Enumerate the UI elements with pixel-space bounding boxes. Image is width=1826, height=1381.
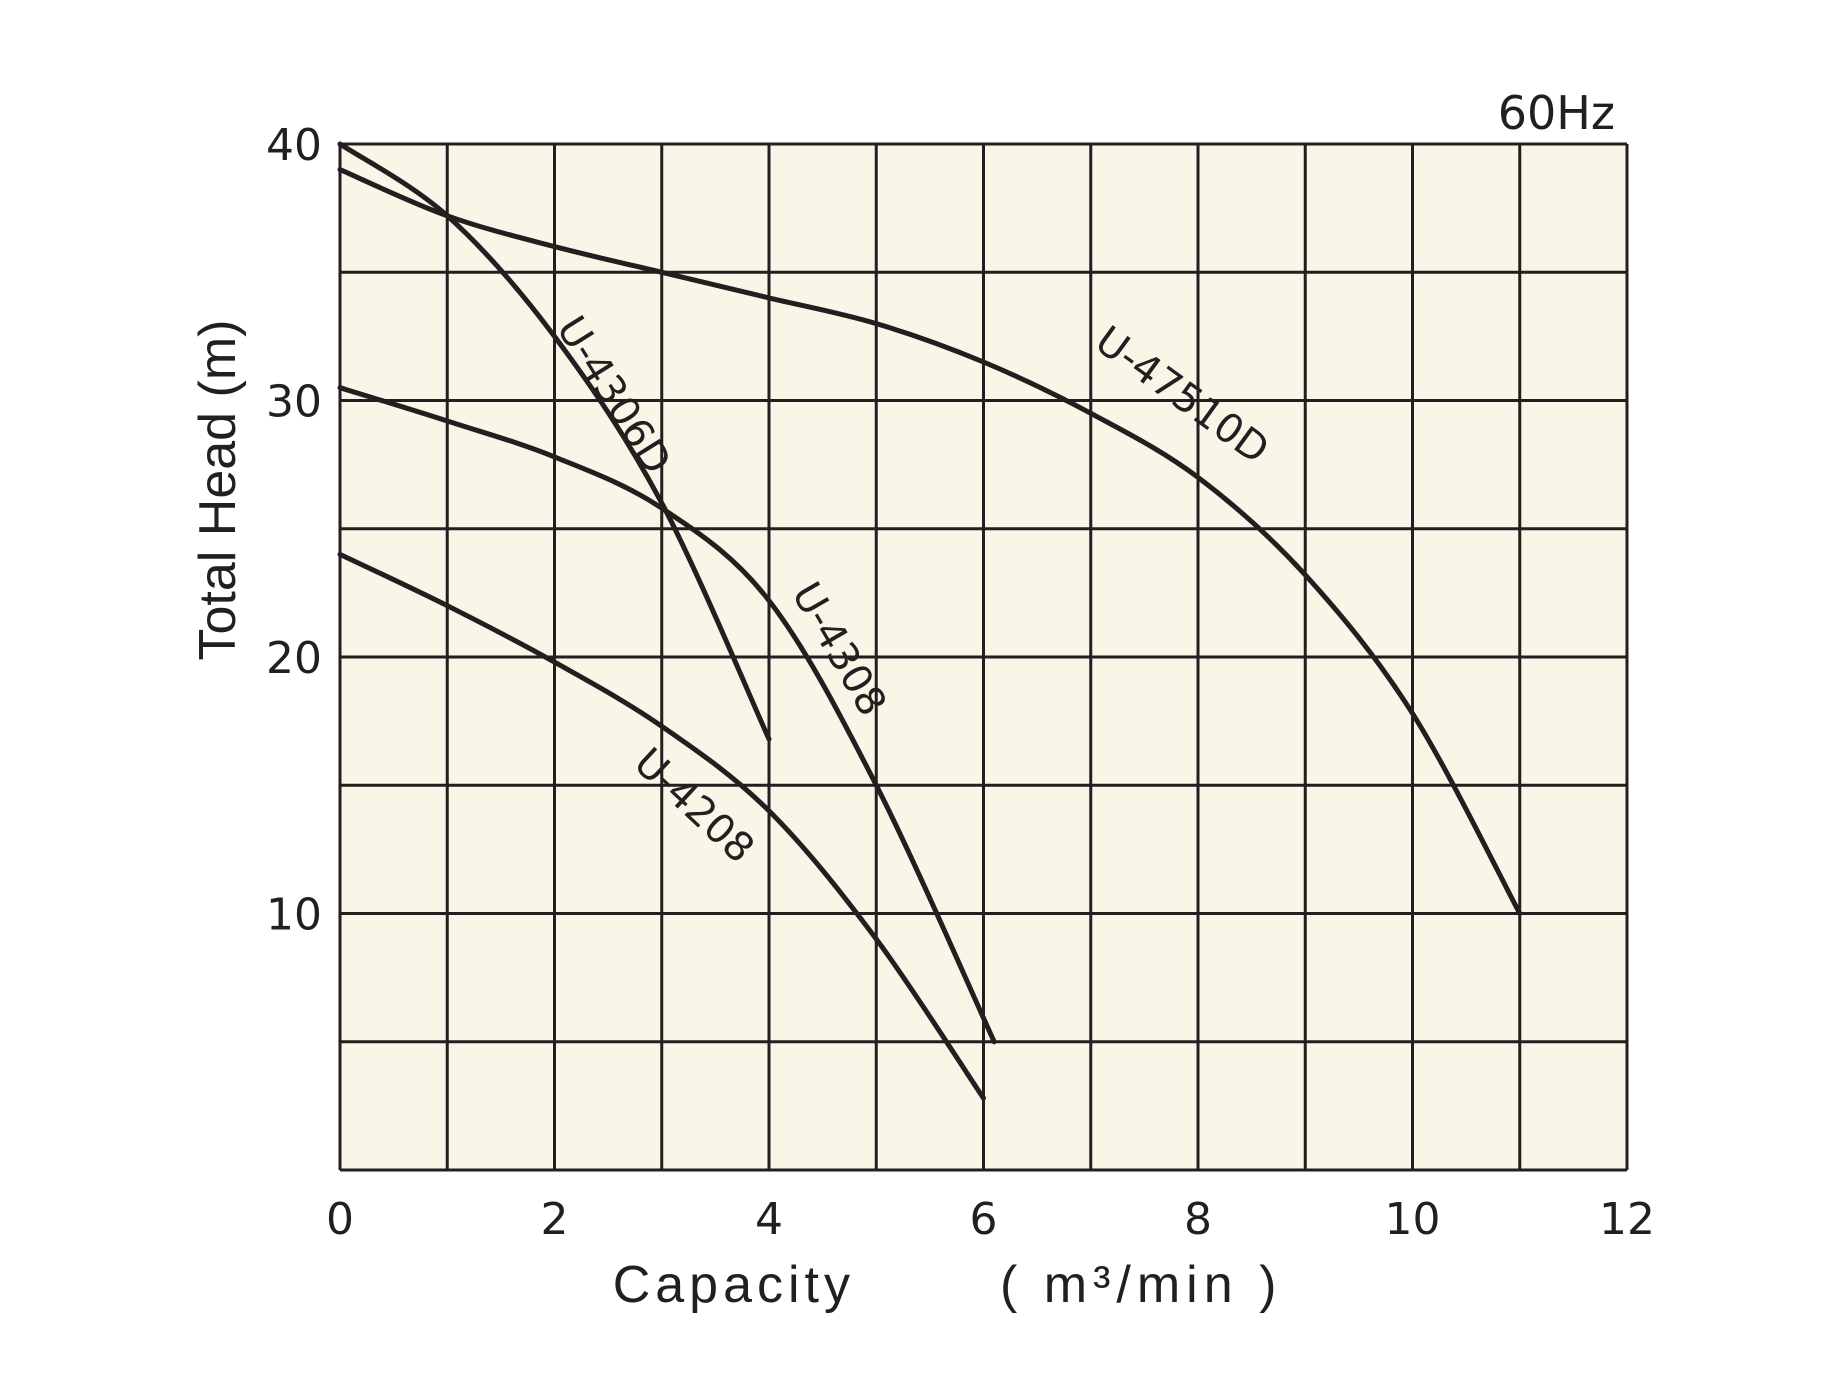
curve-u-4306d [337, 141, 772, 742]
x-axis-unit: ( m³/min ) [1000, 1256, 1282, 1314]
y-axis-title: Total Head (m) [189, 320, 247, 661]
curve-u-4308 [337, 385, 997, 1045]
x-tick-label: 10 [1385, 1194, 1441, 1245]
x-axis-ticks: 0 2 4 6 8 10 12 [326, 1194, 1655, 1245]
y-tick-label: 20 [266, 633, 322, 684]
curves [337, 141, 1523, 1101]
x-tick-label: 12 [1599, 1194, 1655, 1245]
grid [338, 142, 1629, 1172]
x-tick-label: 8 [1184, 1194, 1212, 1245]
curve-u-47510d [337, 167, 1523, 916]
curve-u-4208 [337, 551, 986, 1101]
y-tick-label: 10 [266, 890, 322, 941]
y-axis-ticks: 10 20 30 40 [266, 120, 322, 941]
frequency-label: 60Hz [1498, 86, 1615, 140]
x-tick-label: 0 [326, 1194, 354, 1245]
y-tick-label: 30 [266, 377, 322, 428]
x-tick-label: 4 [755, 1194, 783, 1245]
x-axis-title: Capacity [613, 1256, 855, 1314]
x-tick-label: 6 [970, 1194, 998, 1245]
y-tick-label: 40 [266, 120, 322, 171]
x-tick-label: 2 [541, 1194, 569, 1245]
